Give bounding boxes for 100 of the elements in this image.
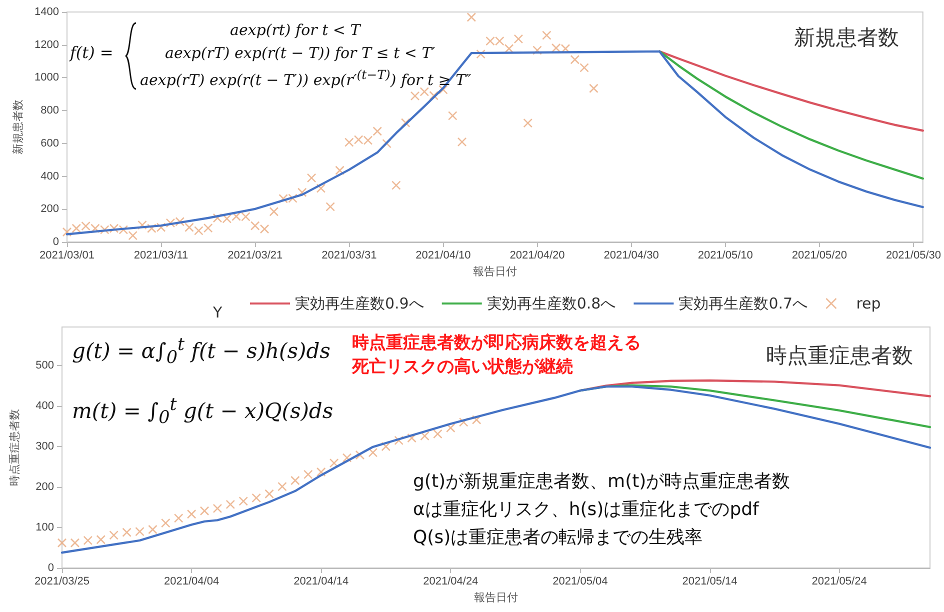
point xyxy=(278,482,287,492)
x-tick-label: 2021/04/20 xyxy=(510,250,565,262)
line-series xyxy=(658,50,924,132)
text: 時点重症患者数 xyxy=(766,344,913,368)
point xyxy=(589,84,598,94)
point xyxy=(166,218,176,228)
y-tick-label: 1000 xyxy=(34,72,59,84)
point xyxy=(212,504,222,514)
x-tick-label: 2021/05/20 xyxy=(792,250,847,262)
point xyxy=(241,212,250,222)
point xyxy=(410,91,420,101)
legend-label: rep xyxy=(856,294,881,312)
x-tick-label: 2021/05/24 xyxy=(812,576,867,588)
point xyxy=(146,224,156,234)
legend-label: 実効再生産数0.8へ xyxy=(486,294,616,312)
point xyxy=(486,36,495,46)
y-tick-label: 300 xyxy=(36,440,54,452)
point xyxy=(420,431,430,441)
point xyxy=(278,194,288,204)
point xyxy=(212,213,222,223)
point xyxy=(250,221,260,230)
point xyxy=(186,509,196,519)
y-tick-label: 800 xyxy=(40,104,59,117)
x-tick-label: 2021/04/24 xyxy=(423,576,478,588)
point xyxy=(57,538,67,548)
y-tick-label: 500 xyxy=(36,359,54,372)
point xyxy=(354,135,364,144)
annotation: 死亡リスクの高い状態が継続 xyxy=(352,357,573,378)
y-tick-label: 400 xyxy=(36,400,54,412)
x-tick-label: 2021/03/25 xyxy=(34,576,90,588)
point xyxy=(128,230,138,240)
point xyxy=(160,518,170,528)
point xyxy=(394,436,404,446)
point xyxy=(232,212,241,222)
point xyxy=(109,530,118,540)
x-tick-label: 2021/04/14 xyxy=(294,576,349,588)
y-tick-label: 200 xyxy=(36,480,54,493)
y-tick-label: 1400 xyxy=(34,6,59,18)
point xyxy=(72,224,82,234)
point xyxy=(118,225,128,234)
point xyxy=(580,63,589,72)
point xyxy=(269,206,279,216)
point xyxy=(457,137,467,147)
x-tick-label: 2021/03/31 xyxy=(322,250,377,262)
point xyxy=(494,36,504,46)
x-tick-label: 2021/04/30 xyxy=(604,250,659,262)
point xyxy=(297,188,307,198)
x-tick-label: 2021/05/04 xyxy=(552,576,608,588)
point xyxy=(504,44,514,54)
annotation: αは重症化リスク、h(s)は重症化までのpdf xyxy=(413,499,759,521)
point xyxy=(200,506,210,516)
point xyxy=(203,223,213,233)
annotation: Q(s)は重症患者の転帰までの生残率 xyxy=(413,527,703,549)
y-axis-title: 新規患者数 xyxy=(12,100,25,154)
point xyxy=(342,453,352,462)
text: 新規患者数 xyxy=(794,26,899,50)
y-tick-label: 0 xyxy=(52,236,59,248)
point xyxy=(407,433,416,443)
point xyxy=(222,214,232,224)
point xyxy=(514,34,524,44)
x-tick-label: 2021/05/30 xyxy=(886,250,942,262)
x-axis-title: 報告日付 xyxy=(472,265,517,278)
point xyxy=(542,30,552,40)
line-series xyxy=(60,385,932,554)
line-series xyxy=(658,50,924,180)
annotation: 時点重症患者数が即応病床数を超える xyxy=(352,333,641,354)
point xyxy=(335,166,344,176)
point xyxy=(448,111,458,120)
point xyxy=(238,496,248,506)
x-tick-label: 2021/04/04 xyxy=(164,576,220,588)
point xyxy=(472,415,482,424)
point xyxy=(476,49,486,59)
x-tick-label: 2021/03/11 xyxy=(134,250,188,262)
x-tick-label: 2021/03/21 xyxy=(228,250,283,262)
point xyxy=(109,224,119,234)
point xyxy=(175,216,185,226)
point xyxy=(570,54,580,64)
point xyxy=(363,136,373,145)
x-tick-label: 2021/05/14 xyxy=(682,576,738,588)
point xyxy=(62,227,72,237)
point xyxy=(122,528,132,538)
point xyxy=(135,526,144,536)
point xyxy=(96,534,106,544)
point xyxy=(381,442,391,452)
y-tick-label: 600 xyxy=(40,137,59,150)
annotation: g(t) = α∫$_{0}$$^{t}$ f(t − s)h(s)ds xyxy=(72,335,330,368)
x-tick-label: 2021/03/01 xyxy=(39,250,95,262)
annotation: aexp(rT) exp(r(t − T′)) exp(r′$^{(t−T)}$) for t ≥ T″ xyxy=(140,67,472,90)
point xyxy=(156,222,166,232)
point xyxy=(344,138,354,147)
x-axis-title: 報告日付 xyxy=(474,591,518,604)
point xyxy=(83,536,93,546)
x-tick-label: 2021/04/10 xyxy=(416,250,471,262)
point xyxy=(264,489,274,499)
y-tick-label: 200 xyxy=(40,203,59,216)
point xyxy=(372,126,382,136)
point xyxy=(81,221,90,231)
legend-label: 実効再生産数0.9へ xyxy=(295,294,424,312)
point xyxy=(326,202,335,212)
annotation: f(t) = xyxy=(70,43,114,62)
